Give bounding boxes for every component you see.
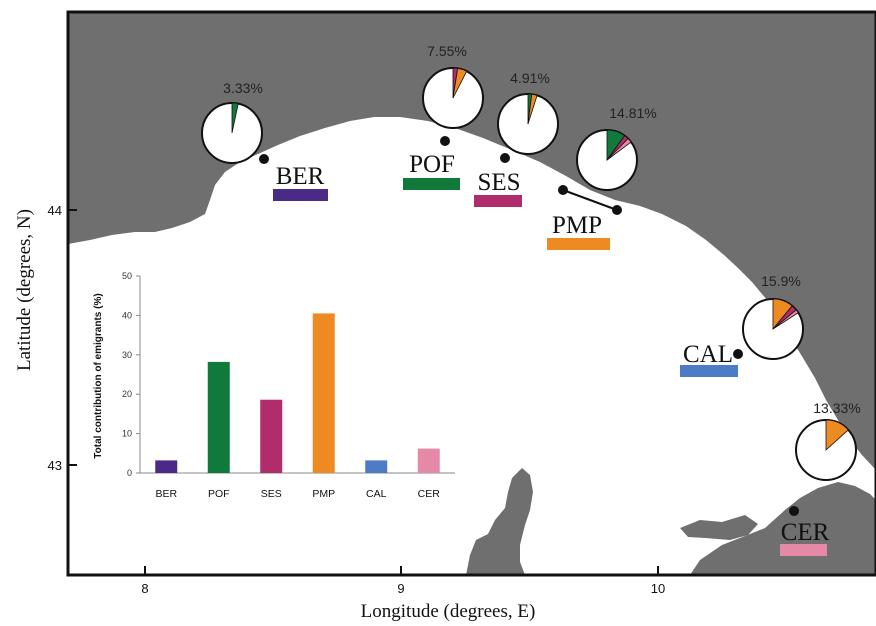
inset-x-label-ses: SES <box>261 488 282 500</box>
inset-y-tick-label-40: 40 <box>122 310 132 320</box>
site-dot-cer <box>789 506 799 516</box>
site-dot-ber <box>259 154 269 164</box>
site-bar-cal <box>680 365 738 377</box>
site-label-pmp: PMP <box>552 212 602 239</box>
inset-bar-pmp <box>312 313 335 473</box>
y-tick-label-44: 44 <box>48 203 62 218</box>
site-bar-cer <box>780 544 827 556</box>
site-label-pof: POF <box>409 151 455 178</box>
inset-y-tick-label-50: 50 <box>122 271 132 281</box>
inset-y-axis-title: Total contribution of emigrants (%) <box>93 293 104 458</box>
inset-bar-ses <box>260 399 283 473</box>
inset-y-tick-label-0: 0 <box>127 468 132 478</box>
site-label-cal: CAL <box>683 341 733 368</box>
x-axis-title: Longitude (degrees, E) <box>361 601 536 622</box>
pmp-connector <box>562 189 618 211</box>
pie-label-pof: 7.55% <box>427 43 467 59</box>
land-corsica <box>466 468 533 575</box>
site-dot-pmp-b <box>612 205 622 215</box>
pie-slice-pof-1 <box>452 67 468 99</box>
inset-y-ticks: 0 10 20 30 40 50 <box>122 271 140 478</box>
pie-slice-cal-2 <box>772 309 799 330</box>
pie-label-cal: 15.9% <box>761 273 801 289</box>
site-label-ses: SES <box>477 169 520 196</box>
site-bar-ses <box>474 195 522 207</box>
pie-label-ber: 3.33% <box>223 80 263 96</box>
pie-slice-ses-1 <box>527 93 538 125</box>
y-axis-title: Latitude (degrees, N) <box>14 209 35 371</box>
x-tick-label-8: 8 <box>141 581 148 596</box>
pie-label-ses: 4.91% <box>510 70 550 86</box>
inset-bars <box>155 313 440 473</box>
inset-x-label-cal: CAL <box>366 488 387 500</box>
site-bar-pmp <box>547 238 610 250</box>
elba-island <box>680 515 758 540</box>
map-panel: 8 9 10 44 43 Longitude (degrees, E) Lati… <box>14 10 876 622</box>
pie-label-cer: 13.33% <box>813 400 860 416</box>
pie-label-pmp: 14.81% <box>609 105 656 121</box>
site-dot-pmp-a <box>558 185 568 195</box>
inset-x-label-cer: CER <box>418 488 441 500</box>
land-south <box>690 482 876 575</box>
inset-x-label-ber: BER <box>155 488 177 500</box>
land-north <box>68 12 876 470</box>
site-bar-ber <box>273 189 328 201</box>
inset-bar-pof <box>207 361 230 473</box>
pie-charts <box>201 67 857 481</box>
inset-x-labels: BER POF SES PMP CAL CER <box>155 488 440 500</box>
inset-y-tick-label-30: 30 <box>122 350 132 360</box>
inset-bar-ber <box>155 460 178 473</box>
inset-x-label-pof: POF <box>208 488 230 500</box>
x-tick-label-9: 9 <box>397 581 404 596</box>
pie-slice-pmp-2 <box>606 138 632 161</box>
inset-bar-chart: Total contribution of emigrants (%) 0 10 2… <box>93 271 455 500</box>
x-tick-label-10: 10 <box>651 581 665 596</box>
y-tick-label-43: 43 <box>48 458 62 473</box>
site-bar-pof <box>403 178 460 190</box>
inset-y-tick-label-20: 20 <box>122 389 132 399</box>
pie-slice-ber-0 <box>231 102 239 134</box>
pie-slice-cer-0 <box>825 419 849 451</box>
site-label-cer: CER <box>781 519 830 546</box>
site-dot-cal <box>733 349 743 359</box>
site-dot-pof <box>440 136 450 146</box>
inset-bar-cal <box>365 460 388 473</box>
site-dot-ses <box>500 153 510 163</box>
map-frame <box>66 10 876 577</box>
site-label-ber: BER <box>276 163 325 190</box>
inset-y-tick-label-10: 10 <box>122 429 132 439</box>
inset-x-label-pmp: PMP <box>312 488 335 500</box>
inset-bar-cer <box>417 448 440 473</box>
